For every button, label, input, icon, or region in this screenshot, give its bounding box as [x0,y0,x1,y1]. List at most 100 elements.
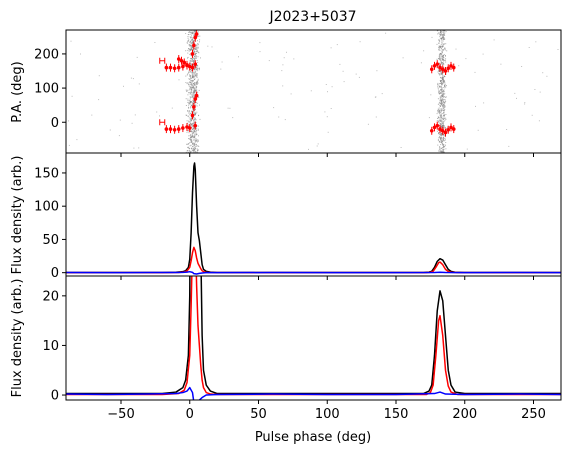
pa-scatter-dot [119,119,121,121]
pa-scatter-dot [441,90,443,92]
pa-scatter-dot [290,93,292,95]
pa-scatter-dot [440,52,442,54]
pa-scatter-dot [438,49,440,51]
pa-scatter-dot [191,75,193,77]
pa-scatter-dot [439,73,441,75]
pa-scatter-dot [440,150,442,152]
pa-scatter-dot [440,137,442,139]
pa-scatter-dot [190,63,191,65]
pa-scatter-dot [186,91,188,92]
pa-scatter-dot [189,100,191,102]
pa-scatter-dot [437,139,439,141]
pa-point [429,67,434,72]
pa-scatter-dot [238,56,239,58]
pa-scatter-dot [441,64,443,66]
pa-scatter-dot [188,115,190,117]
pa-scatter-dot [190,60,192,62]
pa-scatter-dot [191,110,193,112]
pa-scatter-dot [193,117,195,119]
pa-scatter-dot [194,40,195,42]
pa-scatter-dot [191,87,193,89]
pa-scatter-dot [188,84,190,86]
pa-scatter-dot [326,116,328,118]
pa-scatter-dot [441,125,442,127]
pa-scatter-dot [190,50,192,51]
pa-scatter-dot [229,107,231,109]
pa-scatter-dot [192,41,194,43]
pa-scatter-dot [439,117,441,119]
pa-scatter-dot [193,87,195,89]
pa-scatter-dot [443,57,445,59]
pa-scatter-dot [438,117,439,119]
pa-scatter-dot [442,50,444,52]
pa-scatter-dot [188,34,190,35]
pa-scatter-dot [339,63,341,65]
pa-scatter-dot [442,150,444,152]
pa-scatter-dot [191,47,193,49]
pa-scatter-dot [441,147,443,149]
total-series-1 [66,162,561,274]
pa-scatter-dot [445,55,446,57]
pa-scatter-dot [441,36,443,38]
pa-scatter-dot [442,124,444,126]
pa-scatter-dot [437,109,439,111]
pa-scatter-dot [198,135,199,137]
y-tick-label-2-1: 10 [42,339,59,354]
pa-scatter-dot [444,109,446,110]
pa-scatter-dot [193,143,195,145]
pa-scatter-dot [190,87,191,89]
pa-scatter-dot [189,41,191,43]
pa-scatter-dot [440,103,442,105]
pa-scatter-dot [316,145,318,147]
pa-scatter-dot [440,76,442,78]
pa-scatter-dot [438,92,440,94]
pa-scatter-dot [438,70,440,72]
pa-scatter-dot [98,75,100,77]
pa-scatter-dot [195,68,197,70]
pa-scatter-dot [195,113,197,114]
pa-point [193,62,198,66]
pa-scatter-dot [441,144,443,146]
pa-scatter-dot [440,131,442,133]
pa-scatter-dot [385,32,387,34]
pa-scatter-dot [444,102,446,104]
pa-scatter-dot [441,141,443,143]
pa-scatter-dot [445,144,446,146]
pa-scatter-dot [443,115,444,116]
pa-scatter-dot [446,130,448,132]
pa-scatter-dot [195,48,197,50]
x-axis: −50 0 50 100 150 200 250 [107,153,546,422]
pa-scatter-dot [437,103,439,105]
pa-scatter-dot [444,48,446,50]
pa-scatter-dot [187,56,189,58]
pa-scatter-dot [194,49,196,50]
pa-scatter-dot [197,149,199,151]
pa-scatter-dot [189,151,191,153]
pa-scatter-dot [465,58,467,60]
pa-ylabel: P.A. (deg) [10,61,25,123]
pa-scatter-dot [190,32,191,34]
pa-scatter-dot [193,32,195,34]
pa-scatter-dot [445,129,447,131]
pa-scatter-dot [440,53,442,55]
pa-scatter-dot [439,133,441,135]
pa-scatter-dot [193,129,195,131]
pa-scatter-dot [192,89,194,91]
pa-scatter-dot [191,147,193,149]
pa-scatter-dot [191,124,193,126]
pa-scatter-dot [193,72,195,74]
pa-scatter-dot [189,71,191,73]
panel-frame-2 [65,275,562,401]
pa-scatter-dot [278,116,280,118]
pa-scatter-dot [446,50,448,52]
pa-scatter-dot [443,36,444,38]
pa-scatter-dot [445,114,447,115]
pa-scatter-dot [193,35,195,37]
pa-scatter-dot [441,42,443,44]
pa-scatter-dot [193,51,195,53]
pa-scatter-dot [438,40,440,42]
pa-scatter-dot [443,78,444,80]
pa-scatter-dot [185,105,187,106]
pa-scatter-dot [192,126,194,128]
pa-scatter-dot [439,148,441,150]
